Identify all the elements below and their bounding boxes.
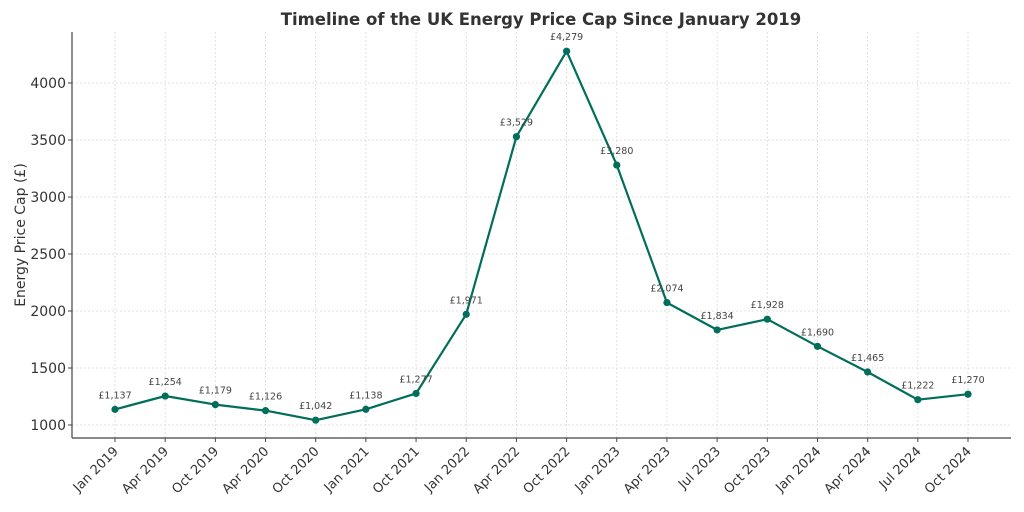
series-energy-price-cap	[111, 47, 972, 424]
x-tick-label: Oct 2019	[169, 444, 222, 497]
data-point	[713, 326, 721, 334]
data-label: £1,928	[751, 300, 784, 311]
data-label: £1,179	[199, 386, 232, 397]
data-label: £1,126	[249, 392, 282, 403]
data-point	[562, 47, 571, 55]
data-point	[261, 407, 270, 415]
data-label: £1,465	[851, 353, 884, 364]
x-tick-label: Oct 2022	[521, 444, 574, 497]
data-label: £1,137	[98, 390, 131, 401]
x-tick-label: Jan 2024	[772, 444, 824, 496]
x-tick-label: Oct 2023	[721, 444, 774, 497]
y-tick-label: 4000	[30, 76, 66, 92]
y-tick-label: 3500	[30, 133, 66, 149]
data-label: £2,074	[650, 284, 683, 295]
y-tick-label: 1000	[30, 418, 66, 434]
y-tick-label: 3000	[30, 190, 66, 206]
data-point	[312, 416, 320, 424]
axes	[71, 32, 1011, 439]
data-point	[813, 342, 822, 350]
data-label: £4,279	[550, 32, 583, 43]
y-tick-label: 2500	[30, 247, 66, 263]
data-point	[964, 390, 972, 398]
data-label: £3,529	[500, 118, 533, 129]
data-point	[512, 133, 521, 141]
data-point	[362, 405, 370, 413]
x-tick-label: Oct 2020	[270, 444, 323, 497]
y-tick-label: 1500	[30, 361, 66, 377]
data-point	[462, 310, 470, 318]
x-tick-label: Jan 2021	[321, 444, 373, 496]
data-point	[412, 389, 420, 398]
data-point	[763, 315, 771, 323]
x-tick-label: Jan 2022	[421, 444, 473, 496]
x-tick-label: Jan 2023	[572, 444, 624, 496]
data-point	[161, 392, 169, 400]
x-tick-label: Apr 2023	[621, 444, 674, 497]
x-tick-label: Apr 2022	[470, 444, 523, 497]
data-point	[613, 161, 621, 169]
y-axis-label: Energy Price Cap (£)	[13, 163, 29, 307]
x-tick-label: Oct 2024	[922, 444, 975, 497]
data-label: £1,834	[700, 311, 733, 322]
chart-title: Timeline of the UK Energy Price Cap Sinc…	[281, 10, 802, 29]
data-label: £1,270	[951, 375, 984, 386]
data-point	[914, 396, 922, 404]
data-point	[663, 298, 671, 307]
data-label: £3,280	[600, 146, 633, 157]
x-tick-label: Apr 2020	[220, 444, 273, 497]
data-label: £1,971	[450, 295, 483, 306]
x-tick-label: Jan 2019	[70, 444, 122, 496]
y-ticks: 1000 1500 2000 2500 3000 3500 4000	[30, 76, 72, 434]
x-tick-label: Oct 2021	[370, 444, 423, 497]
gridlines	[72, 32, 1011, 438]
data-label: £1,222	[901, 381, 934, 392]
data-label: £1,254	[149, 377, 182, 388]
series-line	[114, 50, 969, 422]
x-tick-label: Jul 2023	[675, 444, 724, 493]
x-tick-label: Jul 2024	[876, 444, 925, 493]
data-point	[111, 405, 119, 413]
data-label: £1,138	[349, 390, 382, 401]
data-labels: £1,137 £1,254 £1,179 £1,126 £1,042 £1,138 £1,2…	[98, 32, 984, 412]
data-label: £1,690	[801, 327, 834, 338]
data-point	[864, 368, 872, 376]
data-label: £1,042	[299, 401, 332, 412]
y-tick-label: 2000	[30, 304, 66, 320]
x-tick-label: Apr 2024	[822, 444, 875, 497]
data-label: £1,277	[399, 374, 432, 385]
x-tick-label: Apr 2019	[119, 444, 172, 497]
data-point	[211, 400, 219, 409]
